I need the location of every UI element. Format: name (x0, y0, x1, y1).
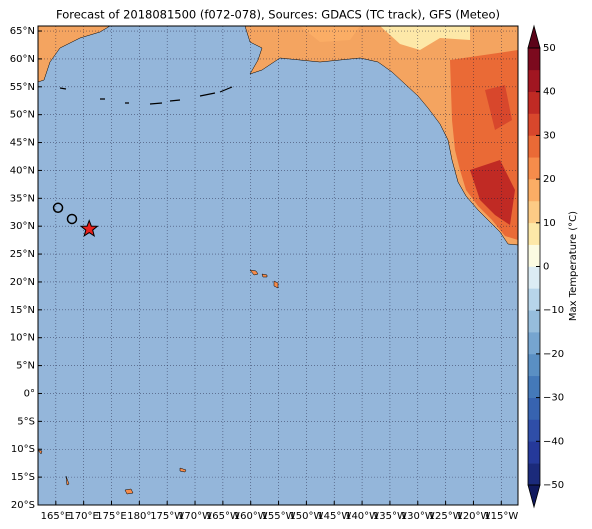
colorbar-tick-label: −30 (543, 393, 564, 404)
y-tick-label: 65°N (10, 26, 35, 37)
colorbar-segment (528, 397, 540, 420)
colorbar-segment (528, 113, 540, 136)
y-tick-label: 35°N (10, 193, 35, 204)
colorbar-segment (528, 244, 540, 267)
colorbar-tick-label: 0 (543, 262, 549, 273)
colorbar-segment (528, 441, 540, 464)
x-tick-label: 165°W (206, 511, 240, 522)
colorbar-segment (528, 157, 540, 180)
y-tick-label: 5°N (16, 361, 35, 372)
y-tick-label: 15°S (11, 472, 35, 483)
colorbar-tick-label: 20 (543, 174, 556, 185)
x-tick-label: 135°W (373, 511, 407, 522)
y-tick-label: 25°N (10, 249, 35, 260)
colorbar-segment (528, 179, 540, 202)
y-tick-label: 30°N (10, 221, 35, 232)
y-tick-label: 40°N (10, 165, 35, 176)
colorbar-extend (527, 484, 541, 509)
track-current (79, 219, 99, 238)
x-tick-label: 170°W (178, 511, 212, 522)
y-tick-label: 20°S (11, 500, 35, 511)
colorbar-tick-label: −20 (543, 349, 564, 360)
colorbar-tick-label: 40 (543, 87, 556, 98)
x-tick-label: 125°W (429, 511, 463, 522)
y-tick-label: 60°N (10, 54, 35, 65)
colorbar-tick-label: 50 (543, 43, 556, 54)
x-tick-label: 160°W (234, 511, 268, 522)
colorbar-tick-label: −50 (543, 480, 564, 491)
x-tick-label: 115°W (484, 511, 518, 522)
y-tick-label: 55°N (10, 82, 35, 93)
colorbar-segment (528, 135, 540, 158)
land (38, 26, 518, 495)
x-tick-label: 165°E (41, 511, 71, 522)
x-tick-label: 145°W (317, 511, 351, 522)
colorbar-tick-label: 30 (543, 130, 556, 141)
y-tick-label: 50°N (10, 110, 35, 121)
colorbar-segment (528, 375, 540, 398)
track-point (52, 202, 64, 214)
y-tick-label: 15°N (10, 305, 35, 316)
y-tick-label: 0° (24, 388, 35, 399)
colorbar-tick-label: −10 (543, 305, 564, 316)
x-tick-label: 150°W (289, 511, 323, 522)
colorbar-segment (528, 288, 540, 311)
colorbar-segment (528, 332, 540, 355)
y-tick-label: 10°S (11, 444, 35, 455)
colorbar-extend (527, 24, 541, 49)
colorbar-label: Max Temperature (°C) (568, 211, 579, 321)
chart-title: Forecast of 2018081500 (f072-078), Sourc… (56, 8, 500, 22)
y-tick-label: 10°N (10, 333, 35, 344)
y-tick-label: 45°N (10, 138, 35, 149)
colorbar-segment (528, 48, 540, 71)
colorbar-segment (528, 463, 540, 486)
x-tick-label: 120°W (456, 511, 490, 522)
colorbar-segment (528, 69, 540, 92)
colorbar-segment (528, 200, 540, 224)
colorbar-tick-label: 10 (543, 218, 556, 229)
x-tick-label: 155°W (262, 511, 296, 522)
colorbar-segment (528, 91, 540, 114)
x-tick-label: 175°W (150, 511, 184, 522)
x-tick-label: 180° (127, 511, 151, 522)
map-frame (37, 25, 519, 506)
track-point (66, 213, 78, 225)
colorbar-segment (528, 310, 540, 333)
colorbar-segment (528, 266, 540, 289)
colorbar-tick-label: −40 (543, 436, 564, 447)
colorbar-segment (528, 353, 540, 377)
y-tick-label: 5°S (17, 416, 35, 427)
y-tick-label: 20°N (10, 277, 35, 288)
x-tick-label: 140°W (345, 511, 379, 522)
x-tick-label: 175°E (96, 511, 126, 522)
x-tick-label: 170°E (68, 511, 98, 522)
colorbar-segment (528, 222, 540, 245)
x-tick-label: 130°W (401, 511, 435, 522)
colorbar-segment (528, 419, 540, 442)
